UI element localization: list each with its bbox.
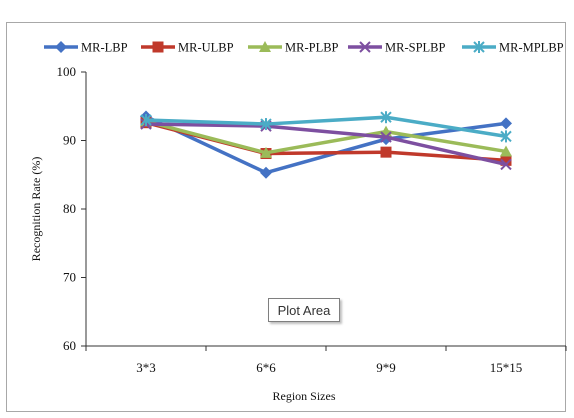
legend-item: MR-PLBP: [248, 41, 339, 55]
data-point: [500, 130, 512, 143]
legend-label: MR-MPLBP: [499, 41, 564, 55]
legend-item: MR-SPLBP: [348, 41, 445, 55]
x-tick-label: 9*9: [376, 360, 396, 375]
data-point: [260, 118, 272, 131]
data-point: [260, 166, 272, 179]
series-line-4: [145, 115, 507, 139]
legend-label: MR-ULBP: [178, 41, 234, 55]
axes: 60 70 80 90 100 3*3 6*6 9*9 15*15: [57, 64, 567, 375]
data-point: [380, 111, 392, 124]
legend-item: MR-LBP: [44, 41, 128, 55]
x-tick-label: 15*15: [490, 360, 523, 375]
legend-label: MR-LBP: [81, 41, 128, 55]
data-point: [140, 113, 152, 126]
y-tick-label: 70: [63, 270, 76, 285]
series-line-2: [145, 119, 507, 155]
data-point: [500, 117, 512, 130]
data-point: [260, 146, 272, 158]
legend-marker: [55, 41, 67, 53]
y-axis-title: Recognition Rate (%): [29, 157, 43, 262]
y-tick-label: 90: [63, 133, 76, 148]
legend-item: MR-ULBP: [141, 41, 234, 55]
series-line-0: [145, 114, 507, 175]
data-point: [500, 154, 512, 166]
series-group: [140, 110, 512, 179]
data-point: [500, 145, 512, 157]
legend-label: MR-SPLBP: [385, 41, 445, 55]
legend-marker: [359, 41, 371, 53]
plot-area-tooltip: Plot Area: [268, 298, 340, 322]
legend: MR-LBP MR-ULBP MR-PLBP MR-SPLBP MR-MPLBP: [44, 41, 564, 55]
x-tick-label: 6*6: [256, 360, 276, 375]
chart-frame: [6, 22, 566, 412]
legend-marker: [152, 41, 164, 53]
data-point: [380, 131, 392, 143]
series-line-3: [145, 122, 507, 167]
legend-marker: [259, 41, 271, 52]
y-tick-label: 100: [57, 64, 77, 79]
x-axis-title: Region Sizes: [273, 389, 336, 403]
data-point: [500, 158, 512, 171]
y-tick-label: 80: [63, 201, 76, 216]
legend-item: MR-MPLBP: [462, 41, 564, 55]
legend-label: MR-PLBP: [285, 41, 339, 55]
x-tick-label: 3*3: [136, 360, 156, 375]
data-point: [380, 146, 392, 158]
legend-marker: [473, 41, 485, 53]
y-tick-label: 60: [63, 338, 76, 353]
